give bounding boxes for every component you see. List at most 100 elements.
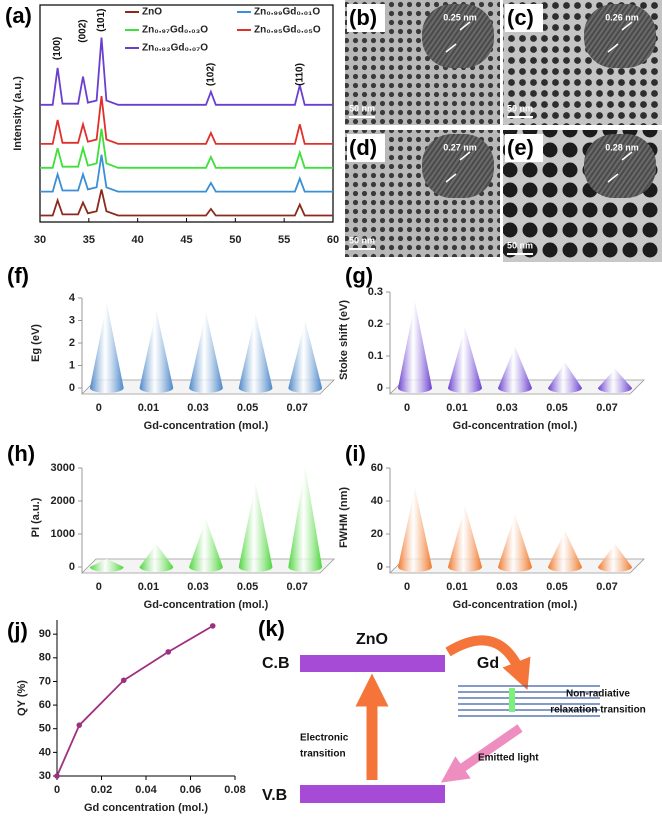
- panel-label: (k): [258, 616, 285, 641]
- arrow: [459, 21, 471, 31]
- y-tick-label: 60: [371, 462, 383, 474]
- cone: [288, 320, 323, 393]
- data-point: [76, 722, 83, 728]
- y-axis-label: Eg (eV): [30, 324, 42, 362]
- x-tick-label: 0.05: [237, 402, 258, 414]
- panel-label: (c): [507, 5, 534, 30]
- panel-label: (b): [349, 5, 377, 30]
- cone: [89, 302, 124, 394]
- y-tick-label: 60: [39, 699, 51, 711]
- peak-label: (110): [294, 63, 305, 86]
- x-tick-label: 0: [54, 784, 60, 796]
- x-tick-label: 0.05: [237, 581, 258, 593]
- y-tick-label: 2000: [51, 495, 75, 507]
- legend-label: Zn₀.₉₃Gd₀.₀₇O: [142, 43, 208, 54]
- arrow: [607, 43, 619, 53]
- lattice-spacing: 0.28 nm: [605, 142, 639, 152]
- x-tick-label: 0.01: [446, 581, 467, 593]
- cone: [189, 311, 223, 393]
- y-tick-label: 40: [371, 495, 383, 507]
- cone: [288, 466, 323, 572]
- x-tick-label: 0.07: [596, 402, 617, 414]
- x-tick-label: 0.03: [187, 402, 208, 414]
- peak-label: (100): [52, 37, 63, 60]
- panel-label-box: [5, 617, 45, 645]
- x-tick-label: 60: [327, 234, 339, 246]
- arrow: [445, 43, 457, 53]
- x-tick-label: 0: [96, 581, 102, 593]
- x-tick-label: 0.07: [286, 402, 307, 414]
- cone: [598, 543, 632, 572]
- relaxation-label: Non-radiative: [566, 689, 630, 700]
- x-axis-label: Gd-concentration (mol.): [144, 599, 269, 611]
- y-tick-label: 2: [69, 337, 75, 349]
- y-tick-label: 0.2: [368, 318, 383, 330]
- legend-label: Zn₀.₉₉Gd₀.₀₁O: [254, 7, 320, 18]
- x-tick-label: 55: [278, 234, 290, 246]
- emission-arrow: [440, 724, 523, 783]
- x-tick-label: 0.02: [91, 784, 112, 796]
- panel-label-box: [505, 134, 543, 162]
- transfer-arrow: [445, 635, 531, 690]
- cone: [498, 514, 532, 572]
- arrow: [621, 21, 633, 31]
- x-tick-label: 0.06: [180, 784, 201, 796]
- arrow: [459, 151, 471, 161]
- x-tick-label: 50: [229, 234, 241, 246]
- panel-label: (a): [5, 3, 32, 28]
- panel-label-box: [5, 262, 45, 290]
- y-tick-label: 50: [39, 723, 51, 735]
- x-tick-label: 0.05: [546, 402, 567, 414]
- y-tick-label: 90: [39, 628, 51, 640]
- lattice-spacing: 0.26 nm: [605, 12, 639, 22]
- x-tick-label: 0.07: [286, 581, 307, 593]
- cb-label: C.B: [262, 655, 290, 672]
- relaxation-marker: [509, 688, 515, 712]
- y-tick-label: 3000: [51, 462, 75, 474]
- peak-label: (102): [206, 63, 217, 86]
- panel-label-box: [347, 4, 385, 32]
- x-tick-label: 0.01: [138, 581, 159, 593]
- y-tick-label: 30: [39, 770, 51, 782]
- x-tick-label: 0.01: [446, 402, 467, 414]
- gd-levels: [458, 685, 600, 717]
- x-tick-label: 0: [404, 581, 410, 593]
- hrtem-inset: [584, 4, 656, 68]
- x-tick-label: 0.08: [224, 784, 245, 796]
- y-tick-label: 0: [69, 382, 75, 394]
- scale-label: 50 nm: [349, 235, 375, 245]
- y-tick-label: 3: [69, 314, 75, 326]
- y-tick-label: 0.1: [368, 350, 383, 362]
- scale-label: 50 nm: [507, 240, 533, 250]
- y-tick-label: 0: [377, 382, 383, 394]
- panel-label-box: [5, 440, 45, 468]
- cone: [89, 558, 124, 572]
- x-tick-label: 35: [83, 234, 95, 246]
- legend-label: Zn₀.₉₇Gd₀.₀₃O: [142, 25, 208, 36]
- x-tick-label: 0: [404, 402, 410, 414]
- x-tick-label: 30: [34, 234, 46, 246]
- peak-label: (101): [96, 9, 107, 32]
- panel-label: (g): [345, 263, 373, 288]
- y-axis-label: QY (%): [16, 680, 28, 716]
- cone: [398, 301, 432, 393]
- x-tick-label: 0.01: [138, 402, 159, 414]
- cone: [238, 482, 273, 572]
- absorption-label: Electronic: [300, 733, 349, 744]
- panel-label-box: [3, 2, 43, 30]
- cone: [238, 313, 273, 393]
- arrow: [445, 173, 457, 183]
- y-axis-label: Stoke shift (eV): [338, 300, 350, 380]
- panel-label: (e): [507, 135, 534, 160]
- dopant-label: Gd: [477, 655, 499, 672]
- cone: [139, 310, 174, 394]
- cone: [398, 487, 432, 572]
- y-tick-label: 70: [39, 675, 51, 687]
- data-line: [40, 95, 333, 145]
- y-axis-label: FWHM (nm): [338, 487, 350, 548]
- y-tick-label: 20: [371, 528, 383, 540]
- conduction-band: [300, 655, 445, 672]
- emission-label: Emitted light: [478, 753, 539, 764]
- x-tick-label: 0.03: [496, 402, 517, 414]
